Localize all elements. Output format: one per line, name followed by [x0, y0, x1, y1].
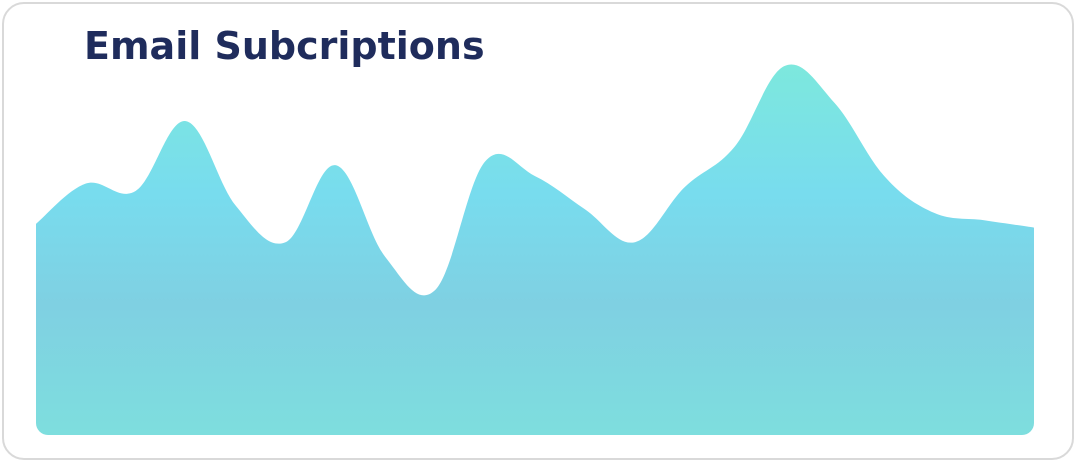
- area-fill: [36, 64, 1034, 435]
- area-series: [36, 64, 1034, 435]
- chart-title: Email Subcriptions: [84, 24, 485, 68]
